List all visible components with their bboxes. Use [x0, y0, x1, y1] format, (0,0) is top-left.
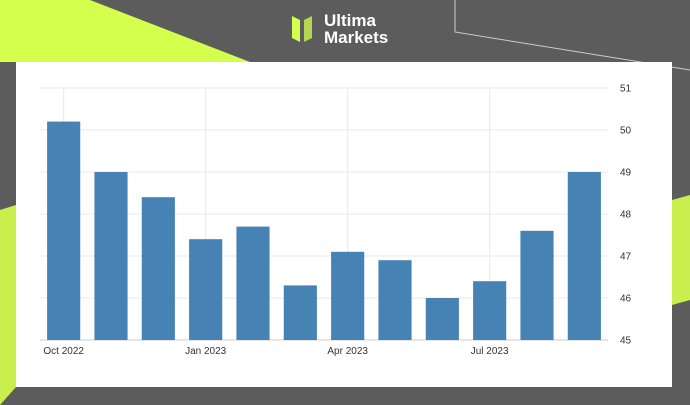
bar: [141, 197, 175, 340]
accent-stripe-right: [672, 195, 690, 305]
bar: [378, 260, 412, 340]
bar: [520, 230, 554, 340]
y-tick-label: 45: [620, 336, 632, 347]
bar: [94, 172, 128, 340]
x-tick-label: Apr 2023: [327, 346, 368, 357]
ultima-markets-logo-icon: [292, 16, 312, 42]
chart-card: 45 46 47 48 49 50 51 Oct 2022 Jan 2023 Apr 2023 Ju…: [16, 62, 672, 387]
accent-stripe-top: [0, 0, 250, 62]
brand-name: Ultima Markets: [324, 12, 388, 46]
labels-layer: 45 46 47 48 49 50 51 Oct 2022 Jan 2023 Apr 2023 Ju…: [43, 84, 631, 358]
y-tick-label: 46: [620, 294, 632, 305]
bar: [473, 281, 507, 340]
brand-line2: Markets: [324, 28, 389, 47]
accent-stripe-left: [0, 205, 16, 405]
x-tick-label: Jan 2023: [185, 346, 227, 357]
bar: [331, 251, 365, 340]
y-tick-label: 49: [620, 168, 632, 179]
y-tick-label: 47: [620, 252, 632, 263]
x-tick-label: Oct 2022: [43, 346, 84, 357]
brand-logo: Ultima Markets: [290, 12, 388, 46]
x-tick-label: Jul 2023: [471, 346, 509, 357]
bar: [567, 172, 601, 340]
bar: [189, 239, 223, 340]
bar-chart: 45 46 47 48 49 50 51 Oct 2022 Jan 2023 Apr 2023 Ju…: [40, 84, 632, 358]
y-tick-label: 48: [620, 210, 632, 221]
brand-line1: Ultima: [324, 11, 376, 30]
bar: [47, 121, 81, 340]
bar: [283, 285, 317, 340]
bar: [425, 298, 459, 340]
y-tick-label: 50: [620, 126, 632, 137]
y-tick-label: 51: [620, 84, 632, 95]
bars-layer: [47, 121, 601, 340]
bar: [236, 226, 270, 340]
decor-line: [454, 0, 690, 71]
